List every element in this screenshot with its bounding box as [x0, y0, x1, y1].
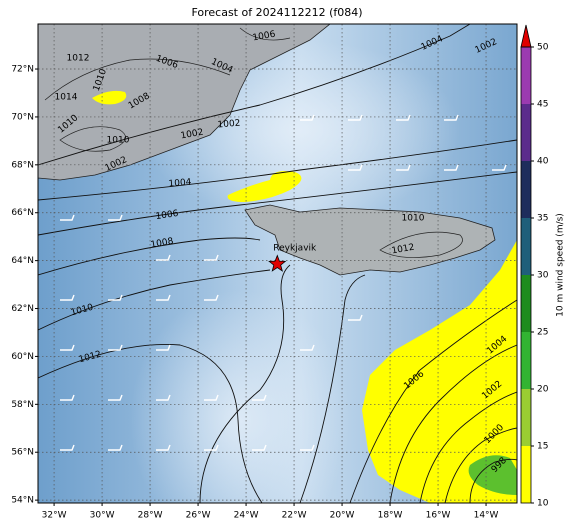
isobar [199, 264, 291, 503]
contour-label: 1004 [168, 177, 192, 189]
contour-label: 1012 [67, 54, 90, 64]
contour-label: 1010 [107, 136, 130, 146]
x-tick-label: 20°W [330, 511, 355, 521]
y-tick-label: 68°N [11, 160, 34, 170]
colorbar-tick-label: 45 [537, 100, 548, 110]
y-tick-label: 72°N [11, 65, 34, 75]
wind-barbs [60, 114, 507, 451]
contour-label: 1006 [155, 209, 179, 222]
colorbar-label: 10 m wind speed (m/s) [556, 213, 566, 317]
isobar [38, 171, 517, 236]
x-tick-label: 26°W [186, 511, 211, 521]
x-tick-label: 16°W [426, 511, 451, 521]
colorbar-segment [521, 104, 531, 161]
isobar [38, 269, 271, 331]
colorbar-segment [521, 275, 531, 332]
isobar [419, 391, 517, 503]
colorbar-segment [521, 47, 531, 104]
location-marker [268, 254, 287, 272]
colorbar-extend [520, 24, 532, 48]
colorbar-segment [521, 446, 531, 503]
x-tick-label: 28°W [138, 511, 163, 521]
contour-label: 1014 [55, 93, 78, 103]
colorbar-tick-label: 25 [537, 328, 548, 338]
isobar [379, 231, 463, 258]
y-tick-label: 56°N [11, 448, 34, 458]
colorbar-tick-label: 40 [537, 157, 549, 167]
isobar [469, 458, 517, 503]
x-tick-label: 18°W [378, 511, 403, 521]
wind-barb [60, 114, 507, 451]
greenland [38, 24, 331, 181]
contour-label: 1012 [391, 243, 415, 257]
isobar [444, 427, 517, 503]
x-tick-label: 30°W [90, 511, 115, 521]
y-tick-label: 64°N [11, 256, 34, 266]
contour-label: 1002 [180, 128, 204, 142]
contour-label: 1006 [252, 30, 277, 44]
x-tick-label: 24°W [234, 511, 259, 521]
y-tick-label: 66°N [11, 208, 34, 218]
y-tick-label: 54°N [11, 496, 34, 506]
y-tick-label: 58°N [11, 400, 34, 410]
isobar [349, 299, 517, 503]
x-tick-label: 32°W [42, 511, 67, 521]
x-tick-label: 22°W [282, 511, 307, 521]
y-tick-label: 60°N [11, 352, 34, 362]
iceland [244, 204, 496, 276]
colorbar-segment [521, 218, 531, 275]
colorbar-segment [521, 332, 531, 389]
wind-area [468, 455, 517, 495]
colorbar: 10 15 20 25 30 35 40 45 50 10 m wind speed (m/s) [520, 24, 566, 509]
isobar [44, 58, 231, 101]
sea-shade [130, 290, 350, 503]
y-tick-label: 62°N [11, 304, 34, 314]
colorbar-tick-label: 50 [537, 43, 549, 53]
location-label: Reykjavik [273, 243, 317, 253]
isobar [389, 344, 517, 503]
colorbar-segment [521, 161, 531, 218]
isobar [299, 274, 366, 503]
contour-label: 1010 [402, 214, 425, 224]
colorbar-tick-label: 30 [537, 271, 549, 281]
colorbar-tick-label: 20 [537, 385, 549, 395]
isobar [239, 27, 291, 41]
chart-title: Forecast of 2024112212 (f084) [191, 6, 362, 19]
isobar [38, 24, 471, 166]
isobar [38, 237, 261, 276]
isobar [38, 344, 263, 503]
wind-area [227, 171, 302, 202]
isobar [38, 139, 517, 201]
colorbar-tick-label: 15 [537, 442, 548, 452]
wind-area [362, 240, 517, 503]
axes: 32°W 30°W 28°W 26°W 24°W 22°W 20°W 18°W 16°W 14°W… [11, 65, 498, 521]
map-frame [37, 23, 518, 504]
colorbar-segment [521, 389, 531, 446]
contour-label: 1002 [217, 119, 241, 131]
contour-label: 1008 [150, 237, 175, 251]
colorbar-tick-label: 10 [537, 499, 549, 509]
wind-area [92, 90, 127, 105]
isobar [59, 126, 126, 152]
x-tick-label: 14°W [474, 511, 499, 521]
y-tick-label: 70°N [11, 112, 34, 122]
colorbar-tick-label: 35 [537, 214, 548, 224]
